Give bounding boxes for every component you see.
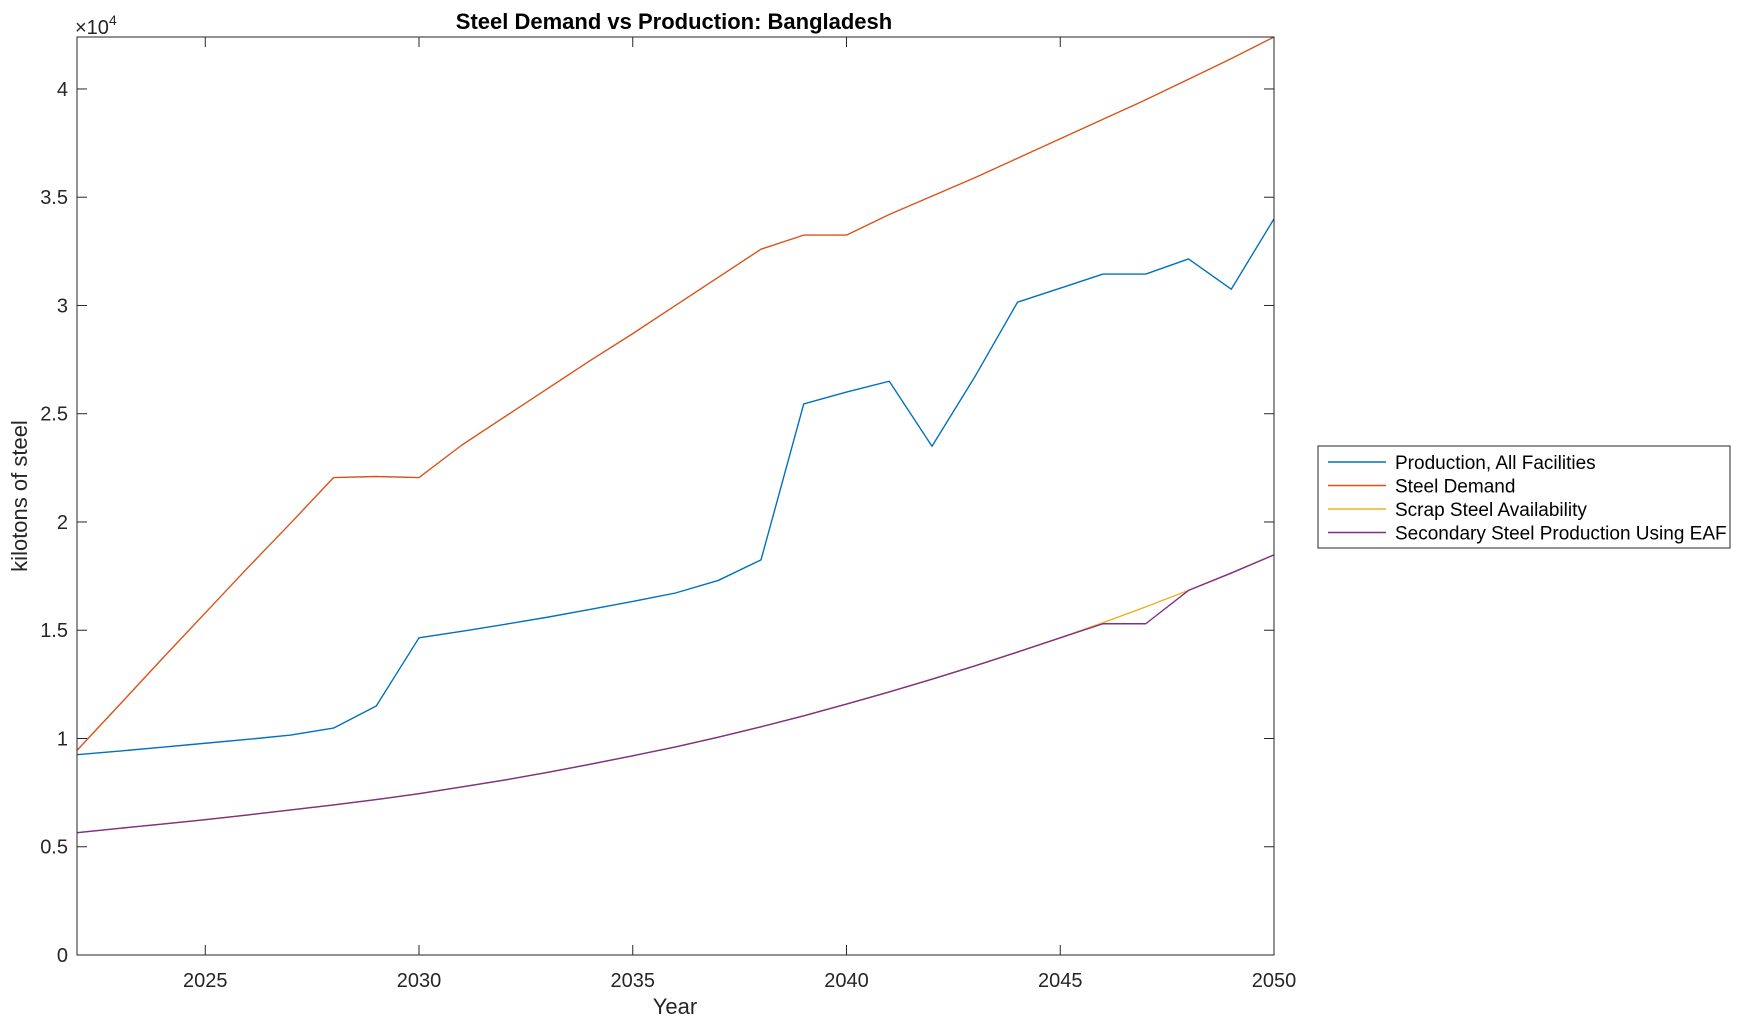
y-tick-label: 0.5 <box>40 837 68 859</box>
y-axis-label: kilotons of steel <box>7 420 32 572</box>
x-tick-label: 2025 <box>183 970 228 992</box>
y-tick-label: 1 <box>57 728 68 750</box>
legend-label-2: Steel Demand <box>1395 477 1515 498</box>
series-line-4 <box>76 554 1275 834</box>
legend-label-1: Production, All Facilities <box>1395 453 1596 474</box>
x-tick-label: 2050 <box>1252 970 1297 992</box>
legend-label-3: Scrap Steel Availability <box>1395 500 1587 521</box>
y-tick-label: 2.5 <box>40 404 68 426</box>
series-layer <box>76 36 1275 834</box>
y-tick-label: 4 <box>57 79 68 101</box>
chart-title: Steel Demand vs Production: Bangladesh <box>456 9 892 34</box>
x-tick-label: 2040 <box>824 970 869 992</box>
series-line-2 <box>76 36 1275 751</box>
y-axis-ticks: 0 0.5 1 1.5 2 2.5 3 3.5 4 <box>40 79 1274 967</box>
x-tick-label: 2045 <box>1038 970 1083 992</box>
y-tick-label: 2 <box>57 512 68 534</box>
legend-label-4: Secondary Steel Production Using EAF <box>1395 524 1727 545</box>
x-tick-label: 2035 <box>611 970 656 992</box>
plot-background <box>77 37 1274 955</box>
legend: Production, All Facilities Steel DemandSc… <box>1317 445 1731 549</box>
y-tick-label: 1.5 <box>40 620 68 642</box>
legend-box <box>1317 445 1731 549</box>
x-axis-label: Year <box>653 994 697 1019</box>
y-tick-label: 3 <box>57 295 68 317</box>
y-tick-label: 3.5 <box>40 187 68 209</box>
plot-box <box>76 36 1275 956</box>
series-line-1 <box>76 218 1275 756</box>
x-tick-label: 2030 <box>397 970 442 992</box>
y-tick-label: 0 <box>57 945 68 967</box>
x-axis-ticks: 2025 2030 2035 2040 2045 2050 <box>183 37 1296 992</box>
y-axis-exponent: ×104 <box>75 12 117 39</box>
plot-area <box>77 37 1274 955</box>
